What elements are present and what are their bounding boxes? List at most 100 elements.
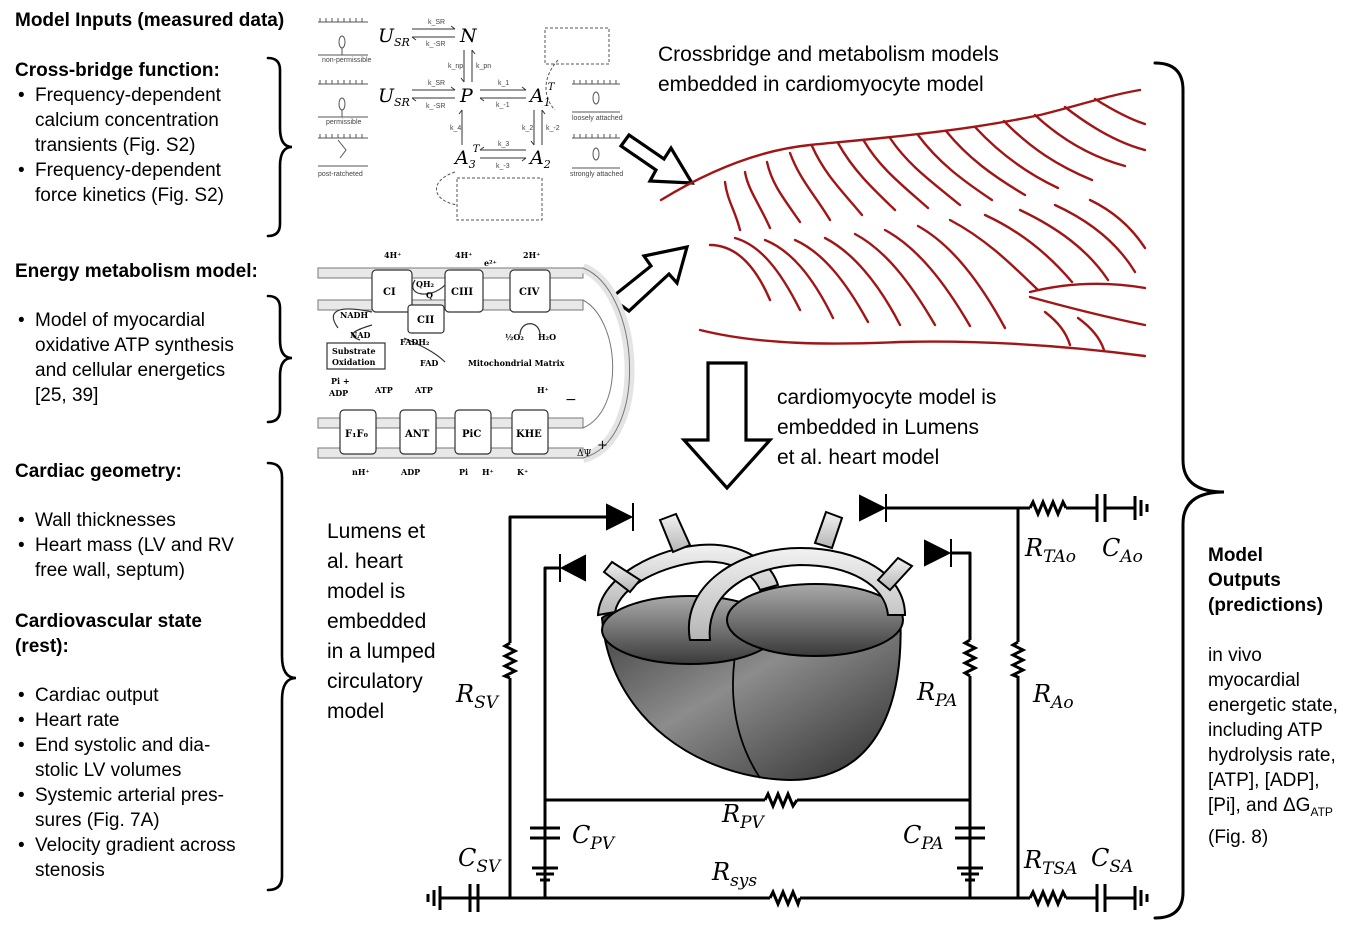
label-sub: PV [739,813,765,833]
q-label: Q [426,290,433,300]
state-n: N [459,25,478,47]
lumens-embed-caption: Lumens et al. heart model is embedded in… [327,517,436,727]
caption-line: Lumens et [327,520,426,543]
state-a3: A [453,147,469,169]
rate-constants: k_SR k_-SR k_SR k_-SR k_np k_pn k_1 k_-1… [426,19,560,170]
wire-pulmonary-venous [543,566,560,898]
proton-label: 2H⁺ [523,250,540,260]
outputs-line: energetic state, [1208,695,1338,716]
label-base: R [711,858,730,886]
state-sub: 2 [543,158,551,171]
outputs-title: Model Outputs (predictions) [1208,543,1323,618]
arrow-crossbridge-to-cell [618,132,695,185]
cv-state-heading-line: Cardiovascular state [15,611,202,632]
label-base: R [1024,534,1043,562]
resistor-pv [763,790,799,810]
proton-label: 4H⁺ [384,250,401,260]
label-sub: Ao [1118,547,1143,567]
outputs-line: myocardial [1208,670,1300,691]
list-item: Heart mass (LV and RV free wall, septum) [15,533,260,583]
cardiomyocyte-embed-caption: cardiomyocyte model is embedded in Lumen… [777,383,996,473]
caption-line: model is [327,580,406,603]
metabolism-scheme: CI CIII CIV CII QH₂ Q 4H⁺ 4H⁺ 2H⁺ e²⁺ NA… [317,250,635,477]
outputs-line: including ATP [1208,720,1323,741]
geometry-list: Wall thicknesses Heart mass (LV and RV f… [15,508,265,583]
diode-aortic [859,494,887,522]
inputs-title: Model Inputs (measured data) [15,10,285,31]
rate-label: k_4 [450,125,461,132]
label-base: R [1023,846,1042,874]
outputs-line-text: [Pi], and ΔG [1208,795,1311,816]
circulatory-circuit [440,506,1097,900]
label-sub: SV [474,693,500,713]
list-item: Systemic arterial pres-sures (Fig. 7A) [15,783,250,833]
block-arrows [608,132,774,491]
nadh-label: NADH [340,310,368,320]
caption-line: embedded [327,610,427,633]
state-p: P [459,85,474,107]
resistors [501,498,1068,909]
circuit-labels: RTAo CAo RSV RPA RAo RPV CPV CPA CSV RTS… [455,534,1143,891]
crossbridge-scheme: non-permissible permissible loosely atta… [318,18,623,221]
label-base: R [455,680,474,708]
fadh2-label: FADH₂ [400,337,430,347]
label-r-pv: RPV [721,800,766,833]
capacitors [426,494,1149,912]
diode-mitral [559,554,586,582]
diodes [559,494,952,582]
vessel-aorta [813,510,844,550]
transporter-pic: PiC [462,429,481,440]
rate-label: k_2 [522,125,533,132]
proton-label: H⁺ [482,467,494,477]
label-c-pv: CPV [572,821,616,854]
atp-subscript: ATP [1310,804,1333,819]
brace-outputs [1153,61,1225,920]
capacitor-pa [955,826,985,840]
list-item: Frequency-dependent calcium concentratio… [15,83,240,158]
state-sub: 1 [544,96,551,109]
adp-label: ADP [328,388,348,398]
label-permissible: permissible [326,119,362,126]
rate-label: k_-1 [496,102,510,109]
svg-text:A1T: A1 T [528,82,556,109]
ground-pa [957,866,983,882]
resistor-tao [1028,498,1068,518]
arrow-cell-to-heart [680,361,774,491]
svg-text:USR: USR [378,85,410,109]
brace-crossbridge [266,56,293,238]
outputs-line: [Pi], and ΔGATP [1208,793,1338,825]
caption-line: cardiomyocyte model is [777,386,997,409]
label-base: C [458,844,476,872]
state-sub: 3 [469,158,476,171]
caption-line: embedded in cardiomyocyte model [658,73,984,96]
transporter-ant: ANT [404,429,430,440]
energy-heading: Energy metabolism model: [15,261,258,282]
label-sub: PA [934,691,957,711]
label-sub: PA [920,834,943,854]
cv-state-heading-line: (rest): [15,636,69,657]
ground-ao [1105,496,1149,520]
label-sub: SA [1109,857,1133,877]
label-sub: Ao [1049,693,1074,713]
geometry-section: Wall thicknesses Heart mass (LV and RV f… [15,508,265,583]
atp-label: ATP [414,385,433,395]
cv-state-list: Cardiac output Heart rate End systolic a… [15,683,265,883]
caption-line: et al. heart model [777,446,940,469]
delta-psi-label: ΔΨ [577,449,591,459]
vessel-pulmonary-artery [876,556,914,592]
vessel-vena-cava [658,512,692,554]
rate-label: k_SR [428,19,445,26]
arrow-metabolism-to-cell [608,244,690,314]
atp-label: ATP [374,385,393,395]
rate-label: k_3 [498,141,509,148]
oxidation-label: Oxidation [332,357,376,367]
capacitor-ao [1095,494,1107,522]
label-post-ratcheted: post-ratcheted [318,171,363,178]
cv-state-section: Cardiac output Heart rate End systolic a… [15,683,265,883]
diode-pulmonary [924,539,952,567]
list-item: Frequency-dependent force kinetics (Fig.… [15,158,250,208]
wire-systemic-venous [508,515,607,643]
substrate-label: Substrate [332,346,376,356]
matrix-label: Mitochondrial Matrix [468,358,565,368]
